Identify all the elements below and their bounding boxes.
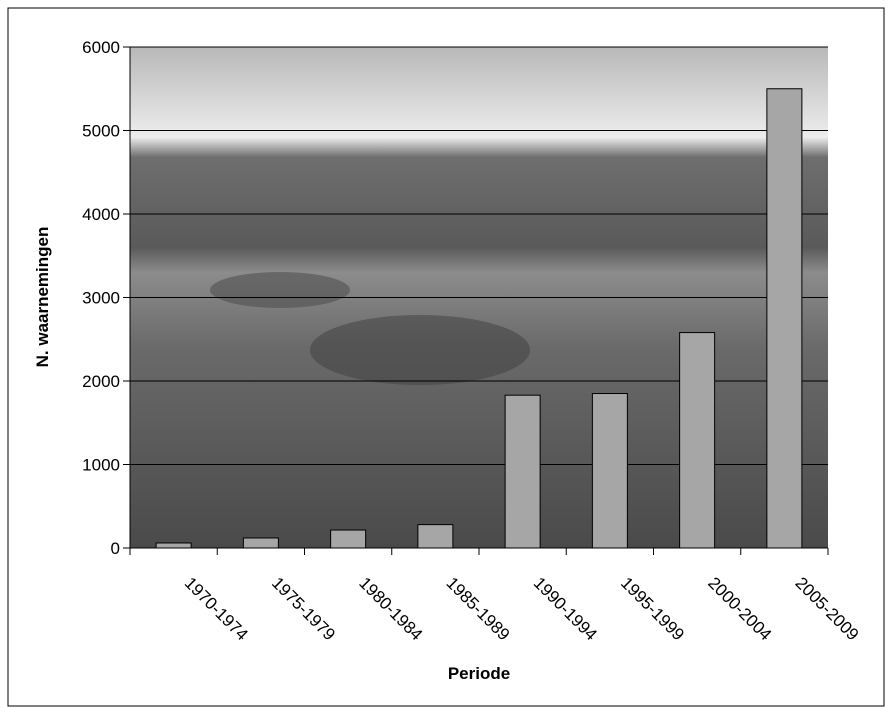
bar [766,88,803,549]
x-axis-title: Periode [448,664,510,683]
y-tick-label: 5000 [82,122,120,141]
bar [242,537,279,549]
y-tick-label: 1000 [82,456,120,475]
bar [417,524,454,549]
y-tick-label: 2000 [82,372,120,391]
y-tick-label: 6000 [82,38,120,57]
y-tick-label: 4000 [82,205,120,224]
y-axis-title: N. waarnemingen [33,227,52,368]
y-tick-label: 0 [111,539,120,558]
bar [504,394,541,549]
bar [679,332,716,549]
y-tick-label: 3000 [82,289,120,308]
background-shape [210,272,350,308]
bar [330,529,367,549]
bar [591,393,628,549]
bar [155,542,192,549]
background-shape [310,315,530,385]
